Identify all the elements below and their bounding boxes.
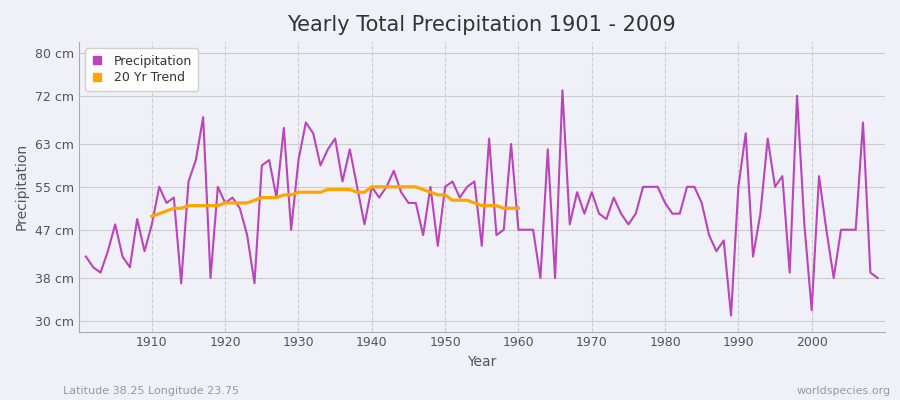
Precipitation [725, 313, 736, 318]
20 Yr Trend [513, 206, 524, 211]
Title: Yearly Total Precipitation 1901 - 2009: Yearly Total Precipitation 1901 - 2009 [287, 15, 676, 35]
Text: Latitude 38.25 Longitude 23.75: Latitude 38.25 Longitude 23.75 [63, 386, 239, 396]
Legend: Precipitation, 20 Yr Trend: Precipitation, 20 Yr Trend [85, 48, 198, 91]
Text: worldspecies.org: worldspecies.org [796, 386, 891, 396]
Precipitation [557, 88, 568, 93]
Y-axis label: Precipitation: Precipitation [15, 143, 29, 230]
20 Yr Trend [396, 184, 407, 189]
Line: Precipitation: Precipitation [86, 90, 878, 316]
Precipitation [608, 195, 619, 200]
20 Yr Trend [227, 200, 238, 205]
20 Yr Trend [147, 214, 158, 219]
Line: 20 Yr Trend: 20 Yr Trend [152, 187, 518, 216]
Precipitation [872, 276, 883, 280]
20 Yr Trend [418, 187, 428, 192]
20 Yr Trend [264, 195, 274, 200]
Precipitation [80, 254, 91, 259]
Precipitation [506, 142, 517, 146]
Precipitation [301, 120, 311, 125]
Precipitation [345, 147, 356, 152]
Precipitation [513, 227, 524, 232]
20 Yr Trend [256, 195, 267, 200]
Precipitation [140, 249, 150, 254]
20 Yr Trend [366, 184, 377, 189]
X-axis label: Year: Year [467, 355, 497, 369]
20 Yr Trend [506, 206, 517, 211]
